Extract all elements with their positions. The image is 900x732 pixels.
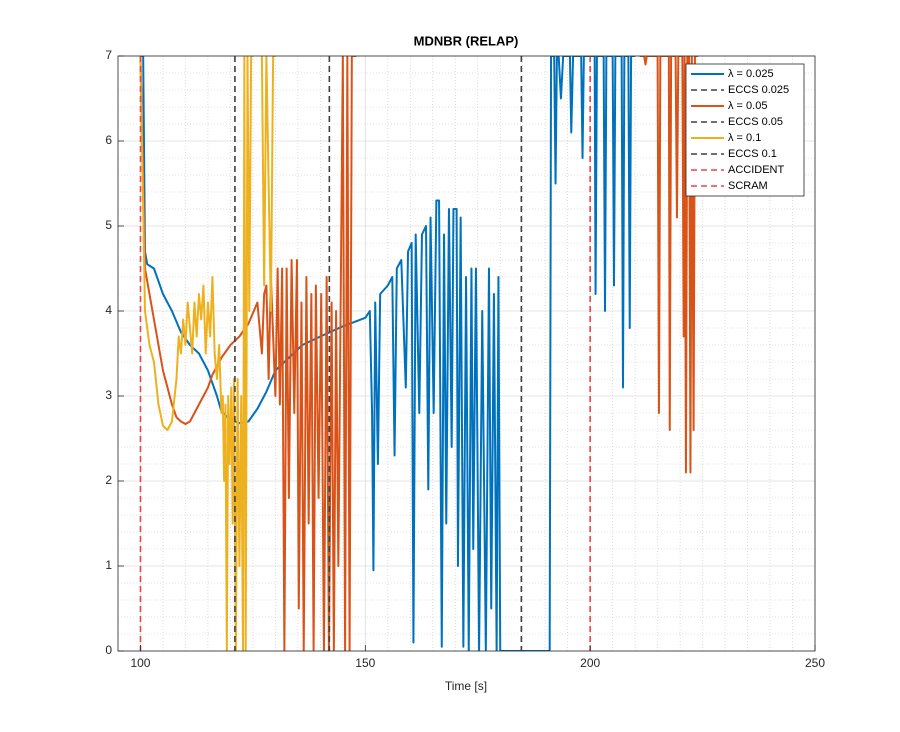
plot-lines	[139, 56, 699, 651]
series-line	[139, 56, 276, 651]
legend-label: SCRAM	[728, 180, 768, 192]
legend-label: λ = 0.1	[728, 132, 761, 144]
y-tick-label: 1	[105, 558, 112, 572]
x-tick-label: 250	[805, 656, 825, 670]
legend-label: ECCS 0.05	[728, 116, 783, 128]
legend-box	[685, 63, 805, 197]
y-tick-label: 3	[105, 388, 112, 402]
x-tick-label: 150	[355, 656, 375, 670]
x-tick-label: 100	[130, 656, 150, 670]
legend-label: ECCS 0.025	[728, 84, 789, 96]
x-tick-label: 200	[580, 656, 600, 670]
series-line	[139, 56, 699, 651]
x-axis-label: Time [s]	[445, 679, 487, 693]
y-tick-label: 2	[105, 473, 112, 487]
y-tick-label: 0	[105, 643, 112, 657]
axes-box	[117, 55, 816, 652]
y-tick-label: 7	[105, 48, 112, 62]
legend-label: ACCIDENT	[728, 164, 785, 176]
y-tick-label: 5	[105, 218, 112, 232]
legend-label: ECCS 0.1	[728, 148, 777, 160]
y-tick-label: 6	[105, 133, 112, 147]
y-tick-label: 4	[105, 303, 112, 317]
legend-label: λ = 0.05	[728, 100, 767, 112]
series-line	[140, 56, 636, 651]
legend-label: λ = 0.025	[728, 68, 774, 80]
legend: λ = 0.025 ECCS 0.025 λ = 0.05 ECCS 0.05 λ = …	[685, 63, 805, 197]
chart-title: MDNBR (RELAP)	[414, 33, 519, 48]
ticks: 100 150 200 250 0 1 2 3 4 5 6 7	[105, 48, 825, 670]
